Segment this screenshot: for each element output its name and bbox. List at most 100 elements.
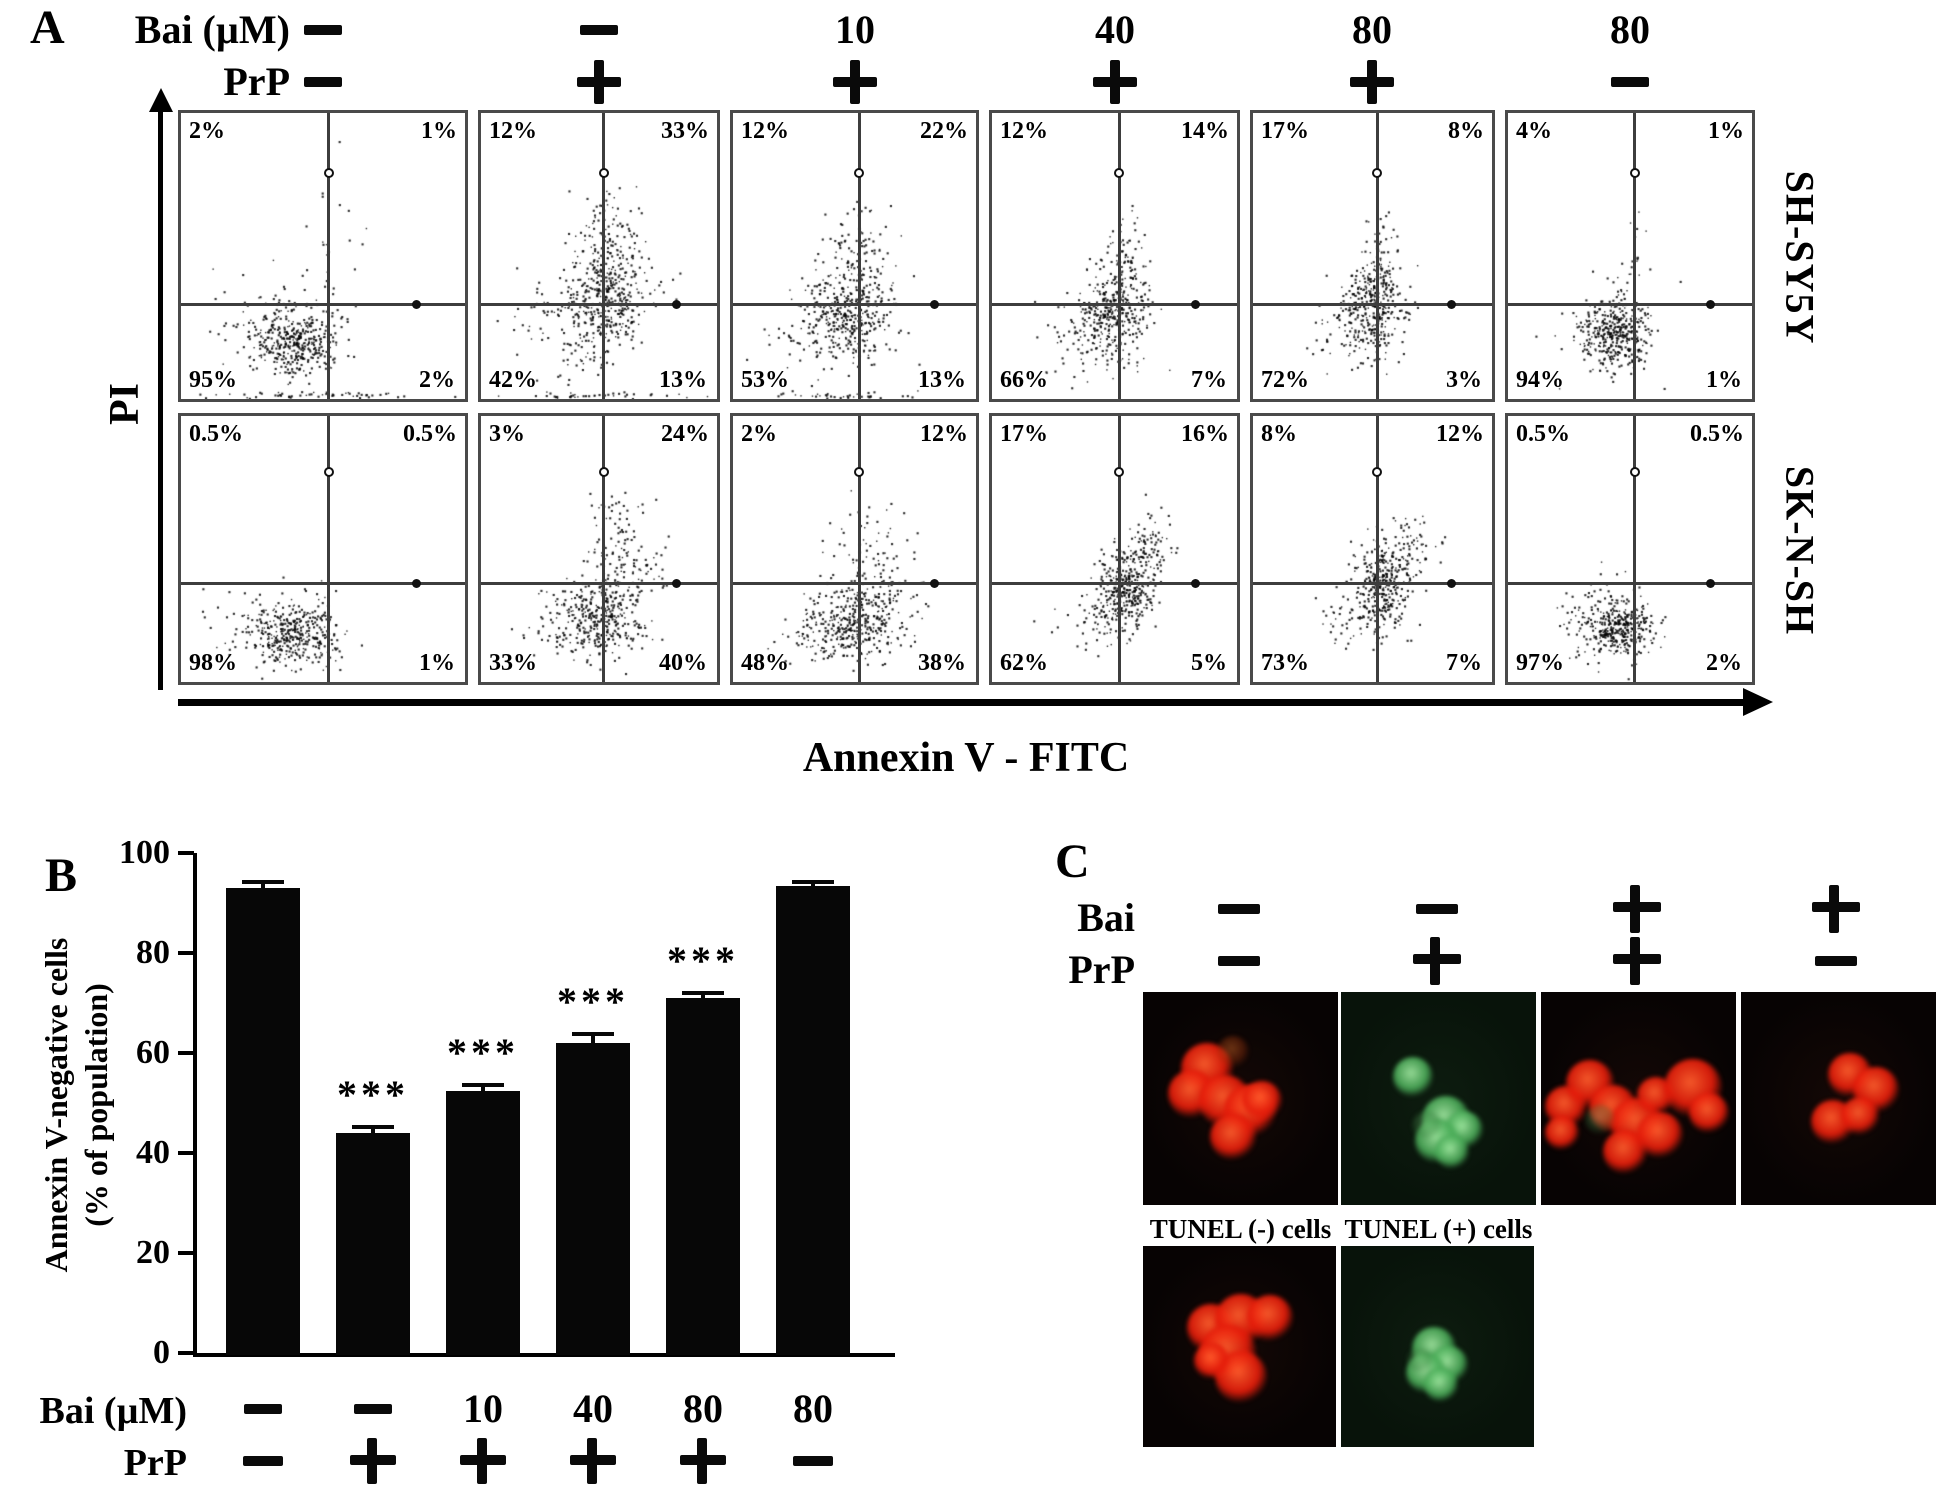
green-cell [1584,1104,1615,1135]
y-axis-tick [178,1251,194,1255]
gate-marker-ring [323,168,334,179]
quadrant-horizontal-line [1253,582,1492,586]
flow-scatter-plot: 17% 8% 72% 3% [1250,110,1495,402]
condition-value: 80 [683,1386,723,1431]
minus-symbol [304,25,342,35]
red-cell [1216,1035,1249,1068]
green-cell [1407,1347,1434,1374]
scatter-dots-canvas [733,113,976,399]
condition-value: 80 [1352,7,1392,52]
bai-condition-cell: 80 [768,1385,858,1433]
significance-stars: *** [337,1072,409,1117]
flow-scatter-plot: 4% 1% 94% 1% [1505,110,1755,402]
significance-stars: *** [447,1029,519,1075]
annexin-axis-arrowhead-icon [1743,688,1773,716]
bai-condition-cell [1184,882,1294,936]
fluorescence-image [1741,992,1936,1205]
green-cell [1411,1111,1442,1142]
y-axis-tick [178,951,194,955]
quadrant-percent-lower-left: 48% [741,650,789,676]
minus-symbol [793,1456,833,1466]
y-axis-tick-label: 40 [136,1134,170,1171]
prp-condition-cell [328,1435,418,1487]
quadrant-horizontal-line [181,582,465,586]
quadrant-vertical-line [327,416,331,682]
tunel-positive-label: TUNEL (+) cells [1344,1214,1533,1244]
plus-symbol [1613,937,1661,985]
quadrant-percent-lower-left: 66% [1000,367,1048,393]
quadrant-percent-lower-left: 72% [1261,367,1309,393]
gate-marker-dot [1190,579,1200,589]
quadrant-percent-lower-right: 2% [1706,650,1742,676]
bai-condition-cell [1781,882,1891,936]
gate-marker-dot [1706,300,1716,310]
quadrant-horizontal-line [1508,582,1752,586]
annexin-axis-line [178,699,1745,706]
error-bar-cap [242,880,284,884]
prp-condition-cell [218,1435,308,1487]
scatter-dots-canvas [481,113,717,399]
condition-value: 80 [1610,7,1650,52]
quadrant-percent-upper-left: 2% [741,421,777,447]
quadrant-vertical-line [1375,416,1379,682]
quadrant-percent-lower-right: 13% [659,367,707,393]
significance-stars: *** [557,979,629,1024]
y-axis-tick-label: 0 [153,1334,170,1371]
quadrant-horizontal-line [181,303,465,307]
error-bar-cap [572,1032,614,1036]
bai-condition-cell [544,4,654,56]
gate-marker-dot [1446,300,1456,310]
bai-condition-cell: 80 [1575,4,1685,56]
y-axis-tick [178,1051,194,1055]
red-cell [1636,1111,1683,1158]
panel-b-y-axis-line [193,853,197,1357]
quadrant-horizontal-line [992,582,1237,586]
quadrant-percent-upper-right: 12% [920,421,968,447]
quadrant-horizontal-line [1508,303,1752,307]
quadrant-horizontal-line [733,582,976,586]
quadrant-vertical-line [602,416,606,682]
scatter-dots-canvas [733,416,976,682]
condition-value: 10 [463,1386,503,1431]
bar [666,998,740,1355]
flow-scatter-plot: 3% 24% 33% 40% [478,413,720,685]
gate-marker-dot [672,300,682,310]
prp-condition-cell [548,1435,638,1487]
cell-line-label-sknsh: SK-N-SH [1777,465,1823,636]
quadrant-percent-upper-left: 17% [1000,421,1048,447]
quadrant-percent-upper-right: 14% [1181,118,1229,144]
quadrant-percent-lower-left: 97% [1516,650,1564,676]
y-axis-tick-label: 60 [136,1034,170,1071]
quadrant-vertical-line [327,113,331,399]
prp-condition-cell [1382,934,1492,988]
quadrant-percent-lower-left: 94% [1516,367,1564,393]
minus-symbol [1611,77,1649,87]
gate-marker-dot [672,579,682,589]
fluorescence-image [1541,992,1736,1205]
bai-condition-cell [268,4,378,56]
y-axis-tick-label: 20 [136,1234,170,1271]
plus-symbol [1812,885,1860,933]
flow-scatter-plot: 12% 22% 53% 13% [730,110,979,402]
bai-condition-cell [1582,882,1692,936]
minus-symbol [1218,904,1260,914]
quadrant-percent-upper-right: 8% [1448,118,1484,144]
prp-condition-cell [768,1435,858,1487]
scatter-dots-canvas [481,416,717,682]
gate-marker-dot [1706,579,1716,589]
minus-symbol [580,25,618,35]
condition-value: 80 [793,1386,833,1431]
quadrant-horizontal-line [481,303,717,307]
scatter-dots-canvas [1508,113,1752,399]
gate-marker-ring [1629,466,1640,477]
gate-marker-ring [323,466,334,477]
annexin-axis-label: Annexin V - FITC [802,735,1130,781]
panel-b-y-axis-label: Annexin V-negative cells (% of populatio… [36,850,120,1360]
fluorescence-image [1341,992,1536,1205]
minus-symbol [244,1404,282,1414]
y-axis-tick [178,1151,194,1155]
error-bar-stem [591,1034,595,1051]
prp-condition-cell [1781,934,1891,988]
error-bar-cap [682,991,724,995]
panel-b-prp-row-label: PrP [123,1442,187,1484]
